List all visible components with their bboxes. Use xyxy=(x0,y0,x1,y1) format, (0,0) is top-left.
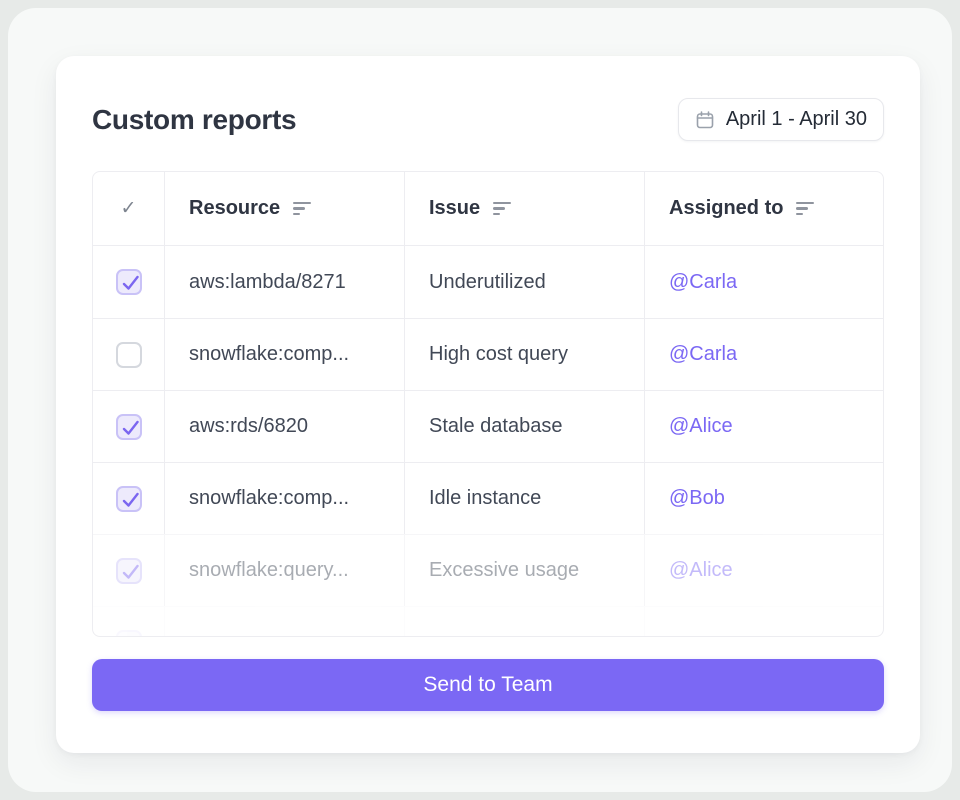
cell-select xyxy=(93,246,164,318)
sort-icon xyxy=(293,201,312,216)
table-row: aws:rds/6820 Stale database @Alice xyxy=(93,390,883,462)
reports-table: ✓ Resource Issue Assigned to xyxy=(92,171,884,637)
row-checkbox[interactable] xyxy=(115,557,142,584)
cell-resource-text: aws:lambda/8271 xyxy=(189,270,346,293)
cell-issue-text: High cost query xyxy=(429,343,568,365)
app-background: Custom reports April 1 - April 30 ✓ xyxy=(8,8,952,792)
header-resource-label: Resource xyxy=(189,197,281,219)
cell-resource: aws:... xyxy=(164,607,404,636)
cell-issue-text: Underutilized xyxy=(429,270,546,293)
calendar-icon xyxy=(695,110,715,130)
page-title: Custom reports xyxy=(92,103,297,135)
cell-select xyxy=(93,391,164,462)
cell-issue: Underutilized xyxy=(404,246,644,318)
custom-reports-card: Custom reports April 1 - April 30 ✓ xyxy=(56,56,920,753)
date-range-label: April 1 - April 30 xyxy=(725,108,867,130)
cell-resource-text: snowflake:comp... xyxy=(189,343,350,365)
cell-resource-text: aws:rds/6820 xyxy=(189,415,308,437)
cell-assigned-link[interactable]: @Bob xyxy=(669,487,725,509)
sort-icon xyxy=(493,201,512,216)
table-header-row: ✓ Resource Issue Assigned to xyxy=(93,172,883,246)
cell-resource: snowflake:comp... xyxy=(164,319,404,390)
cell-resource: snowflake:comp... xyxy=(164,463,404,534)
table-row: snowflake:comp... Idle instance @Bob xyxy=(93,462,883,534)
header-resource[interactable]: Resource xyxy=(164,172,404,245)
cell-resource-text: snowflake:comp... xyxy=(189,487,350,509)
cell-issue-text: Stale database xyxy=(429,415,563,437)
table-row: snowflake:comp... High cost query @Carla xyxy=(93,318,883,390)
header-issue-label: Issue xyxy=(429,197,481,219)
cell-issue: Excessive usage xyxy=(404,535,644,606)
cell-resource-text: aws:... xyxy=(189,631,247,636)
cell-assigned: @Carla xyxy=(644,319,883,390)
header-assigned[interactable]: Assigned to xyxy=(644,172,883,245)
card-header: Custom reports April 1 - April 30 xyxy=(92,98,884,141)
send-to-team-button[interactable]: Send to Team xyxy=(92,659,884,711)
cell-assigned-link[interactable]: @Alice xyxy=(669,559,733,581)
cell-issue xyxy=(404,607,644,636)
cell-issue: Stale database xyxy=(404,391,644,462)
cell-issue: High cost query xyxy=(404,319,644,390)
cell-select xyxy=(93,319,164,390)
header-select: ✓ xyxy=(93,172,164,245)
cell-assigned: @Bob xyxy=(644,463,883,534)
header-assigned-label: Assigned to xyxy=(669,197,784,219)
row-checkbox[interactable] xyxy=(115,341,142,368)
cell-issue-text: Excessive usage xyxy=(429,559,580,581)
date-range-button[interactable]: April 1 - April 30 xyxy=(677,98,884,141)
row-checkbox[interactable] xyxy=(115,269,142,295)
cell-resource: snowflake:query... xyxy=(164,535,404,606)
cell-assigned: @Carla xyxy=(644,246,883,318)
row-checkbox[interactable] xyxy=(115,629,142,636)
table-body: aws:lambda/8271 Underutilized @Carla sno… xyxy=(93,246,883,636)
cell-assigned-link[interactable]: @Alice xyxy=(669,415,733,437)
cell-resource: aws:lambda/8271 xyxy=(164,246,404,318)
cell-issue: Idle instance xyxy=(404,463,644,534)
cell-select xyxy=(93,607,164,636)
cell-assigned: @Alice xyxy=(644,391,883,462)
cell-assigned xyxy=(644,607,883,636)
cell-assigned: @Alice xyxy=(644,535,883,606)
cell-resource: aws:rds/6820 xyxy=(164,391,404,462)
cell-select xyxy=(93,535,164,606)
row-checkbox[interactable] xyxy=(115,413,142,440)
table-row: aws:... xyxy=(93,606,883,636)
table-row: snowflake:query... Excessive usage @Alic… xyxy=(93,534,883,606)
row-checkbox[interactable] xyxy=(115,485,142,512)
cell-select xyxy=(93,463,164,534)
cell-resource-text: snowflake:query... xyxy=(189,559,349,581)
table-row: aws:lambda/8271 Underutilized @Carla xyxy=(93,246,883,318)
cell-assigned-link[interactable]: @Carla xyxy=(669,343,738,365)
cell-issue-text: Idle instance xyxy=(429,487,542,509)
header-issue[interactable]: Issue xyxy=(404,172,644,245)
cell-assigned-link[interactable]: @Carla xyxy=(669,270,738,293)
sort-icon xyxy=(796,201,815,216)
check-icon: ✓ xyxy=(120,198,137,219)
